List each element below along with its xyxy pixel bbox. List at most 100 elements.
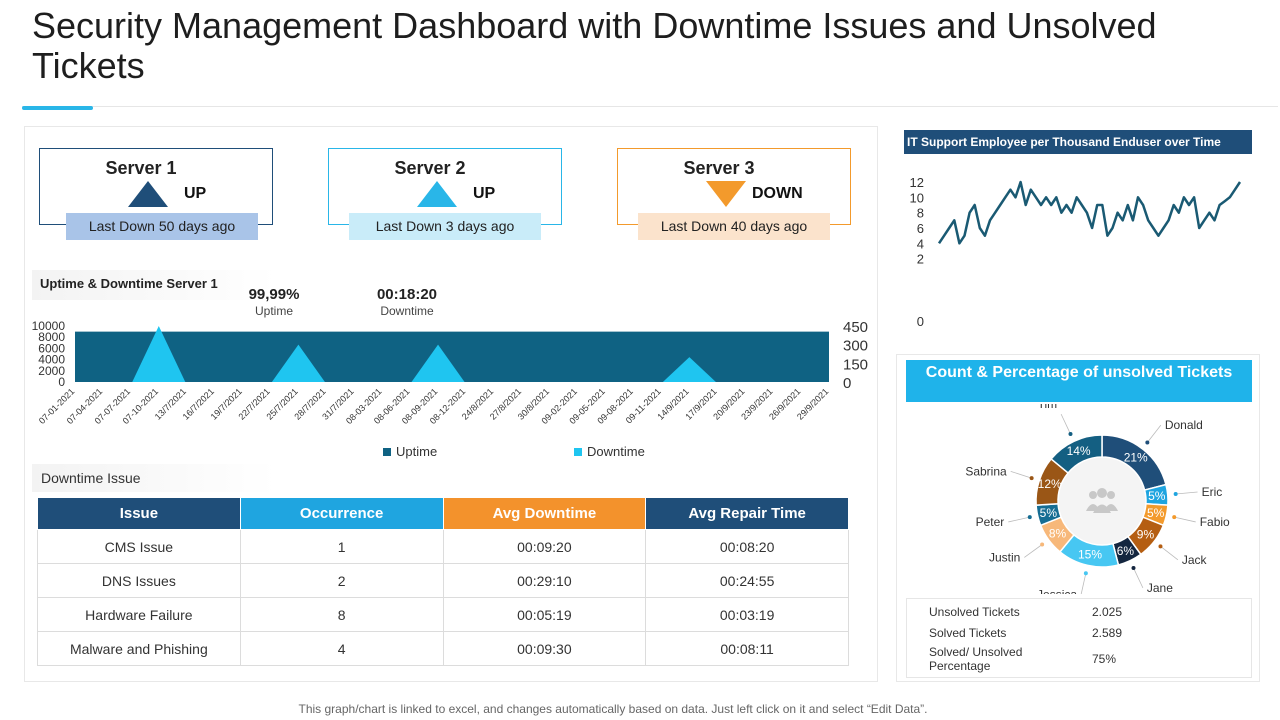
cell-avg-downtime: 00:09:30 <box>442 631 647 666</box>
server-1-card[interactable]: Server 1 UP <box>39 148 273 225</box>
tickets-donut-chart: 21% Donald 5% Eric 5% Fabio 9% Jack 6% Jane 15% Jes… <box>965 404 1230 594</box>
slice-name-label: Justin <box>989 550 1020 564</box>
uptime-downtime-chart: 0200040006000800010000015030045007-01-20… <box>32 319 868 459</box>
server-1-name: Server 1 <box>105 158 177 178</box>
cell-avg-downtime: 00:09:20 <box>442 529 647 564</box>
leader-dot <box>1040 542 1045 547</box>
leader-dot <box>1172 515 1177 520</box>
slice-name-label: Donald <box>1165 418 1203 432</box>
server-3-name: Server 3 <box>683 158 755 178</box>
leader-dot <box>1173 492 1178 497</box>
legend-swatch-uptime <box>383 448 391 456</box>
y-right-tick-label: 300 <box>843 338 868 355</box>
server-2-name: Server 2 <box>394 158 466 178</box>
status-up-arrow-icon <box>128 181 168 207</box>
slice-pct-label: 6% <box>1117 544 1135 558</box>
summary-value: 2.025 <box>1092 605 1123 619</box>
slice-pct-label: 5% <box>1148 489 1166 503</box>
slice-name-label: Fabio <box>1200 515 1230 529</box>
cell-avg-repair-time: 00:08:11 <box>645 631 849 666</box>
y-tick-label: 12 <box>910 175 924 190</box>
cell-avg-downtime: 00:05:19 <box>442 597 647 632</box>
table-row[interactable]: DNS Issues 2 00:29:10 00:24:55 <box>37 563 849 598</box>
slice-name-label: Tim <box>1038 404 1058 411</box>
y-right-tick-label: 0 <box>843 375 851 392</box>
y-left-tick-label: 0 <box>58 375 65 389</box>
y-tick-label: 2 <box>917 252 924 267</box>
slice-pct-label: 8% <box>1049 526 1067 540</box>
y-left-tick-label: 6000 <box>38 341 65 355</box>
server-2-last-down: Last Down 3 days ago <box>349 213 541 240</box>
uptime-value: 99,99% <box>248 286 300 303</box>
slice-name-label: Jessica <box>1037 588 1077 594</box>
slice-pct-label: 14% <box>1067 444 1091 458</box>
column-header-avg-downtime[interactable]: Avg Downtime <box>442 497 647 530</box>
downtime-issue-label: Downtime Issue <box>32 464 276 492</box>
cell-avg-repair-time: 00:24:55 <box>645 563 849 598</box>
leader-dot <box>1029 476 1034 481</box>
summary-label: Unsolved Tickets <box>929 605 1020 619</box>
cell-occurrence: 1 <box>239 529 444 564</box>
footnote: This graph/chart is linked to excel, and… <box>298 702 928 716</box>
leader-line <box>1133 567 1144 589</box>
leader-line <box>1010 470 1032 479</box>
cell-avg-downtime: 00:29:10 <box>442 563 647 598</box>
y-right-tick-label: 150 <box>843 356 868 373</box>
table-row[interactable]: Malware and Phishing 4 00:09:30 00:08:11 <box>37 631 849 666</box>
leader-dot <box>1083 571 1088 576</box>
donut-slice-tim[interactable] <box>1050 434 1103 475</box>
server-1-status: UP <box>184 185 207 202</box>
table-row[interactable]: CMS Issue 1 00:09:20 00:08:20 <box>37 529 849 564</box>
cell-occurrence: 4 <box>239 631 444 666</box>
slice-name-label: Jane <box>1147 581 1173 594</box>
downtime-stat: 00:18:20 Downtime <box>360 286 454 318</box>
downtime-peak <box>411 344 465 382</box>
leader-line <box>1080 573 1087 594</box>
status-down-arrow-icon <box>706 181 746 207</box>
column-header-occurrence[interactable]: Occurrence <box>239 497 444 530</box>
column-header-avg-repair-time[interactable]: Avg Repair Time <box>645 497 849 530</box>
leader-line <box>1008 516 1030 523</box>
y-tick-label: 8 <box>917 206 924 221</box>
slice-name-label: Eric <box>1202 485 1223 499</box>
slice-pct-label: 15% <box>1078 548 1102 562</box>
slice-pct-label: 5% <box>1147 506 1165 520</box>
y-tick-label: 10 <box>910 190 924 205</box>
downtime-issue-table: Issue Occurrence Avg Downtime Avg Repair… <box>37 497 849 666</box>
tickets-summary: Unsolved Tickets 2.025 Solved Tickets 2.… <box>906 598 1252 678</box>
title-divider <box>22 106 1278 107</box>
tickets-chart-title: Count & Percentage of unsolved Tickets <box>906 360 1252 402</box>
uptime-stat: 99,99% Uptime <box>234 286 314 318</box>
slice-name-label: Jack <box>1182 553 1208 567</box>
cell-occurrence: 8 <box>239 597 444 632</box>
users-icon <box>1086 488 1118 513</box>
leader-line <box>1175 491 1198 495</box>
y-left-tick-label: 2000 <box>38 364 65 378</box>
server-2-card[interactable]: Server 2 UP <box>328 148 562 225</box>
table-header-row: Issue Occurrence Avg Downtime Avg Repair… <box>37 497 849 530</box>
it-support-line <box>937 180 1242 245</box>
leader-dot <box>1068 432 1073 437</box>
slice-pct-label: 5% <box>1040 506 1058 520</box>
table-row[interactable]: Hardware Failure 8 00:05:19 00:03:19 <box>37 597 849 632</box>
it-support-chart-title: IT Support Employee per Thousand Enduser… <box>904 130 1252 154</box>
column-header-issue[interactable]: Issue <box>37 497 241 530</box>
leader-line <box>1160 546 1179 561</box>
summary-label: Solved/ Unsolved Percentage <box>929 645 1023 673</box>
cell-issue: Hardware Failure <box>37 597 241 632</box>
uptime-stat-label: Uptime <box>254 304 293 318</box>
server-3-card[interactable]: Server 3 DOWN <box>617 148 851 225</box>
legend-label-uptime: Uptime <box>396 444 437 459</box>
downtime-peak <box>662 357 716 382</box>
leader-dot <box>1027 515 1032 520</box>
slice-name-label: Sabrina <box>965 464 1007 478</box>
leader-dot <box>1131 565 1136 570</box>
cell-issue: CMS Issue <box>37 529 241 564</box>
leader-dot <box>1158 544 1163 549</box>
leader-line <box>1060 413 1071 435</box>
server-3-last-down: Last Down 40 days ago <box>638 213 830 240</box>
leader-dot <box>1145 440 1150 445</box>
title-accent-bar <box>22 106 93 110</box>
page-title: Security Management Dashboard with Downt… <box>32 5 1157 86</box>
